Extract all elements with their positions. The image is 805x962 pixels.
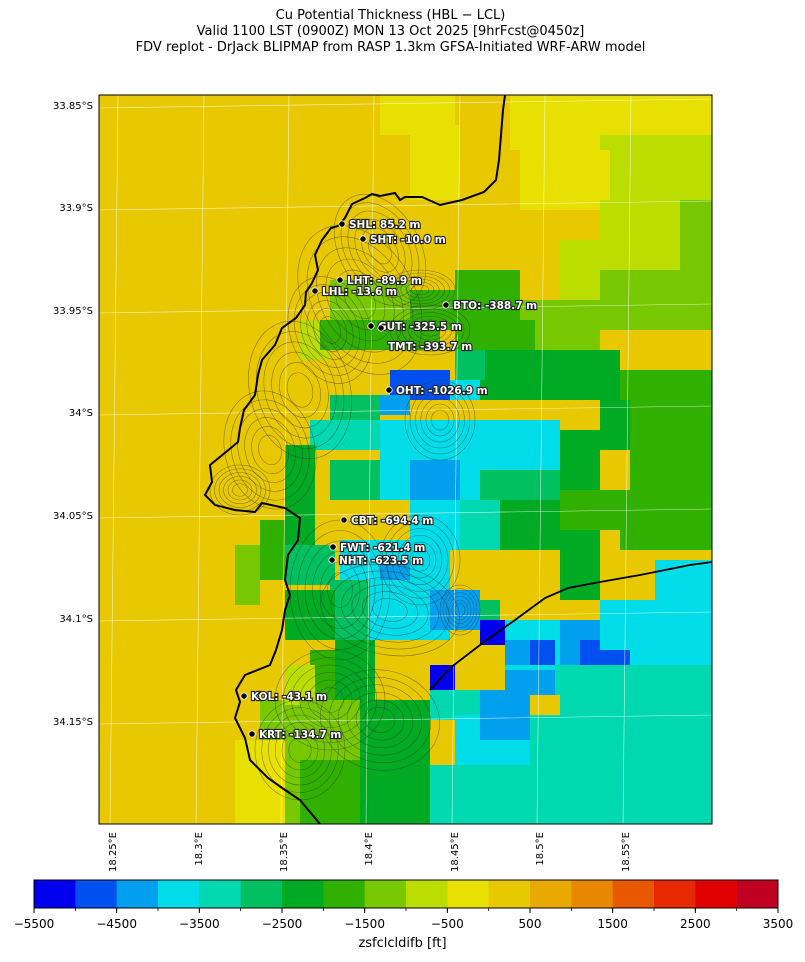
longitude-tick-label: 18.45°E xyxy=(450,832,461,872)
station-dot xyxy=(311,287,319,295)
station-label-tmt: TMT: -393.7 m xyxy=(388,341,472,353)
colorbar-units-label: zsfclcldifb [ft] xyxy=(358,936,447,951)
colorbar-swatch xyxy=(75,880,117,908)
station-label-lhl: LHL: -13.6 m xyxy=(322,286,397,298)
colorbar-swatch xyxy=(323,880,365,908)
colorbar-tick-label: −1500 xyxy=(344,917,385,931)
longitude-tick-label: 18.4°E xyxy=(364,832,375,866)
province-boundary xyxy=(429,561,712,691)
colorbar-tick-label: −4500 xyxy=(96,917,137,931)
colorbar-tick-label: 2500 xyxy=(680,917,711,931)
colorbar-tick-label: −2500 xyxy=(262,917,303,931)
terrain-contours xyxy=(209,194,481,801)
latitude-tick-label: 34.05°S xyxy=(53,511,93,522)
station-label-gut: GUT: -325.5 m xyxy=(378,321,462,333)
station-dot xyxy=(377,324,385,332)
title-line-2: Valid 1100 LST (0900Z) MON 13 Oct 2025 [… xyxy=(196,24,585,39)
station-label-kol: KOL: -43.1 m xyxy=(251,691,327,703)
station-label-lht: LHT: -89.9 m xyxy=(347,275,422,287)
latitude-tick-label: 33.9°S xyxy=(59,203,93,214)
station-label-sht: SHT: -10.0 m xyxy=(370,234,446,246)
station-label-bto: BTO: -388.7 m xyxy=(453,300,537,312)
station-label-nht: NHT: -623.5 m xyxy=(339,555,423,567)
colorbar-swatch xyxy=(282,880,324,908)
station-label-shl: SHL: 85.2 m xyxy=(349,219,420,231)
colorbar-frame xyxy=(33,879,779,909)
colorbar-swatch xyxy=(240,880,283,908)
colorbar-swatch xyxy=(116,880,159,908)
colorbar-swatch xyxy=(654,880,696,908)
colorbar-tick-label: −5500 xyxy=(14,917,55,931)
station-dot xyxy=(367,322,375,330)
station-dot xyxy=(328,556,336,564)
colorbar-swatch xyxy=(612,880,655,908)
longitude-tick-label: 18.3°E xyxy=(194,832,205,866)
colorbar-swatch xyxy=(736,880,779,908)
latitude-tick-label: 34.1°S xyxy=(59,614,93,625)
colorbar-swatch xyxy=(34,880,76,908)
title-line-3: FDV replot - DrJack BLIPMAP from RASP 1.… xyxy=(135,40,646,55)
colorbar-tick-label: 1500 xyxy=(597,917,628,931)
station-label-cbt: CBT: -694.4 m xyxy=(351,515,433,527)
station-dot xyxy=(442,301,450,309)
station-dot xyxy=(385,386,393,394)
station-markers: SHL: 85.2 m SHT: -10.0 m LHT: -89.9 mLHL: … xyxy=(240,218,538,742)
latitude-tick-label: 34°S xyxy=(69,408,93,419)
colorbar-swatch xyxy=(571,880,613,908)
colorbar-cells xyxy=(34,880,779,908)
station-dot xyxy=(240,692,248,700)
coastline xyxy=(203,95,506,824)
colorbar-swatch xyxy=(406,880,448,908)
colorbar-ticks: −5500 −4500 −3500 −2500 −1500 −500 500 1500 2500… xyxy=(14,908,794,931)
colorbar-swatch xyxy=(447,880,489,908)
station-dot xyxy=(338,220,346,228)
latitude-labels: 33.85°S 33.9°S 33.95°S 34°S 34.05°S 34.1°S 34.… xyxy=(53,101,93,728)
map-panel: 33.85°S 33.9°S 33.95°S 34°S 34.05°S 34.1°S 34.… xyxy=(53,94,713,872)
colorbar-tick-label: −500 xyxy=(431,917,464,931)
longitude-labels: 18.25°E 18.3°E 18.35°E 18.4°E 18.45°E 18.5°E 1… xyxy=(108,832,632,872)
station-dot xyxy=(359,235,367,243)
colorbar-tick-label: 3500 xyxy=(763,917,794,931)
station-dot xyxy=(336,276,344,284)
latitude-tick-label: 34.15°S xyxy=(53,717,93,728)
colorbar-swatch xyxy=(158,880,200,908)
longitude-tick-label: 18.55°E xyxy=(621,832,632,872)
map-frame xyxy=(98,94,713,825)
station-label-fwt: FWT: -621.4 m xyxy=(340,542,425,554)
colorbar-tick-label: 500 xyxy=(519,917,542,931)
colorbar-swatch xyxy=(364,880,407,908)
title-line-1: Cu Potential Thickness (HBL − LCL) xyxy=(275,8,506,23)
station-dot xyxy=(329,543,337,551)
station-dot xyxy=(340,516,348,524)
station-label-oht: OHT: -1026.9 m xyxy=(396,385,488,397)
latitude-tick-label: 33.85°S xyxy=(53,101,93,112)
colorbar-swatch xyxy=(695,880,737,908)
longitude-tick-label: 18.5°E xyxy=(535,832,546,866)
title-block: Cu Potential Thickness (HBL − LCL) Valid… xyxy=(0,8,781,56)
longitude-tick-label: 18.25°E xyxy=(108,832,119,872)
colorbar-swatch xyxy=(488,880,531,908)
colorbar-tick-label: −3500 xyxy=(179,917,220,931)
station-label-krt: KRT: -134.7 m xyxy=(259,729,341,741)
latitude-tick-label: 33.95°S xyxy=(53,306,93,317)
longitude-tick-label: 18.35°E xyxy=(279,832,290,872)
colorbar-swatch xyxy=(530,880,572,908)
station-dot xyxy=(248,730,256,738)
colorbar-swatch xyxy=(199,880,241,908)
